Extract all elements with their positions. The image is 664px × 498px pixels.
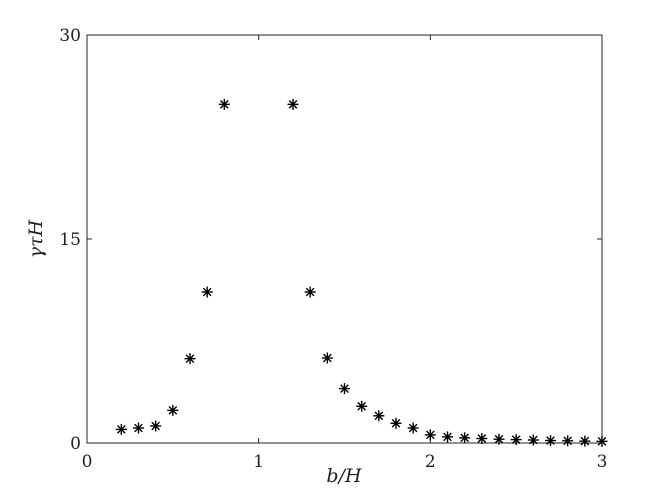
point-stroke xyxy=(511,435,521,444)
point xyxy=(562,435,574,447)
point xyxy=(442,431,453,443)
point-stroke xyxy=(185,354,195,364)
point-stroke xyxy=(374,411,384,421)
point-stroke xyxy=(357,401,367,411)
y-tick-label: 15 xyxy=(59,230,81,250)
point-stroke xyxy=(546,436,555,445)
y-tick-label: 0 xyxy=(70,434,81,454)
point-stroke xyxy=(408,423,418,433)
point xyxy=(527,434,539,446)
x-axis-label: b/H xyxy=(326,465,362,487)
point-stroke xyxy=(116,425,126,434)
point xyxy=(493,433,505,445)
point xyxy=(150,420,162,432)
point-stroke xyxy=(168,406,178,415)
point xyxy=(201,286,213,298)
point-stroke xyxy=(322,353,332,363)
point-stroke xyxy=(288,100,298,109)
point xyxy=(373,410,385,422)
point xyxy=(545,435,556,447)
plot-frame xyxy=(86,34,603,444)
point-stroke xyxy=(460,433,470,443)
point xyxy=(339,383,350,395)
point-stroke xyxy=(443,432,452,442)
point xyxy=(184,353,196,365)
point-stroke xyxy=(528,435,538,445)
x-tick-label: 2 xyxy=(425,452,436,472)
point xyxy=(218,98,230,110)
point-stroke xyxy=(580,436,590,446)
point xyxy=(596,435,608,447)
point xyxy=(476,433,488,445)
point xyxy=(321,352,333,364)
point-stroke xyxy=(425,430,435,440)
point xyxy=(167,404,179,416)
point-stroke xyxy=(202,287,212,297)
point xyxy=(407,422,419,434)
point xyxy=(510,434,522,446)
point-stroke xyxy=(340,384,349,393)
x-tick-label: 1 xyxy=(253,452,264,472)
point xyxy=(356,400,368,412)
point xyxy=(115,423,127,435)
point-stroke xyxy=(494,434,504,444)
point-stroke xyxy=(477,434,487,443)
point-stroke xyxy=(305,287,315,297)
point xyxy=(304,286,316,298)
point-stroke xyxy=(219,100,229,109)
point-stroke xyxy=(151,421,161,431)
point-stroke xyxy=(597,437,607,446)
x-tick-label: 0 xyxy=(82,452,93,472)
point xyxy=(390,417,402,429)
point xyxy=(424,429,436,441)
point xyxy=(287,98,299,110)
y-tick-label: 30 xyxy=(59,26,81,46)
point-stroke xyxy=(134,423,143,433)
y-axis-label: γτH xyxy=(25,219,47,258)
point xyxy=(459,432,471,444)
point xyxy=(133,422,144,434)
x-tick-label: 3 xyxy=(597,452,608,472)
point-stroke xyxy=(563,436,573,446)
point xyxy=(579,435,591,447)
point-stroke xyxy=(391,418,401,428)
